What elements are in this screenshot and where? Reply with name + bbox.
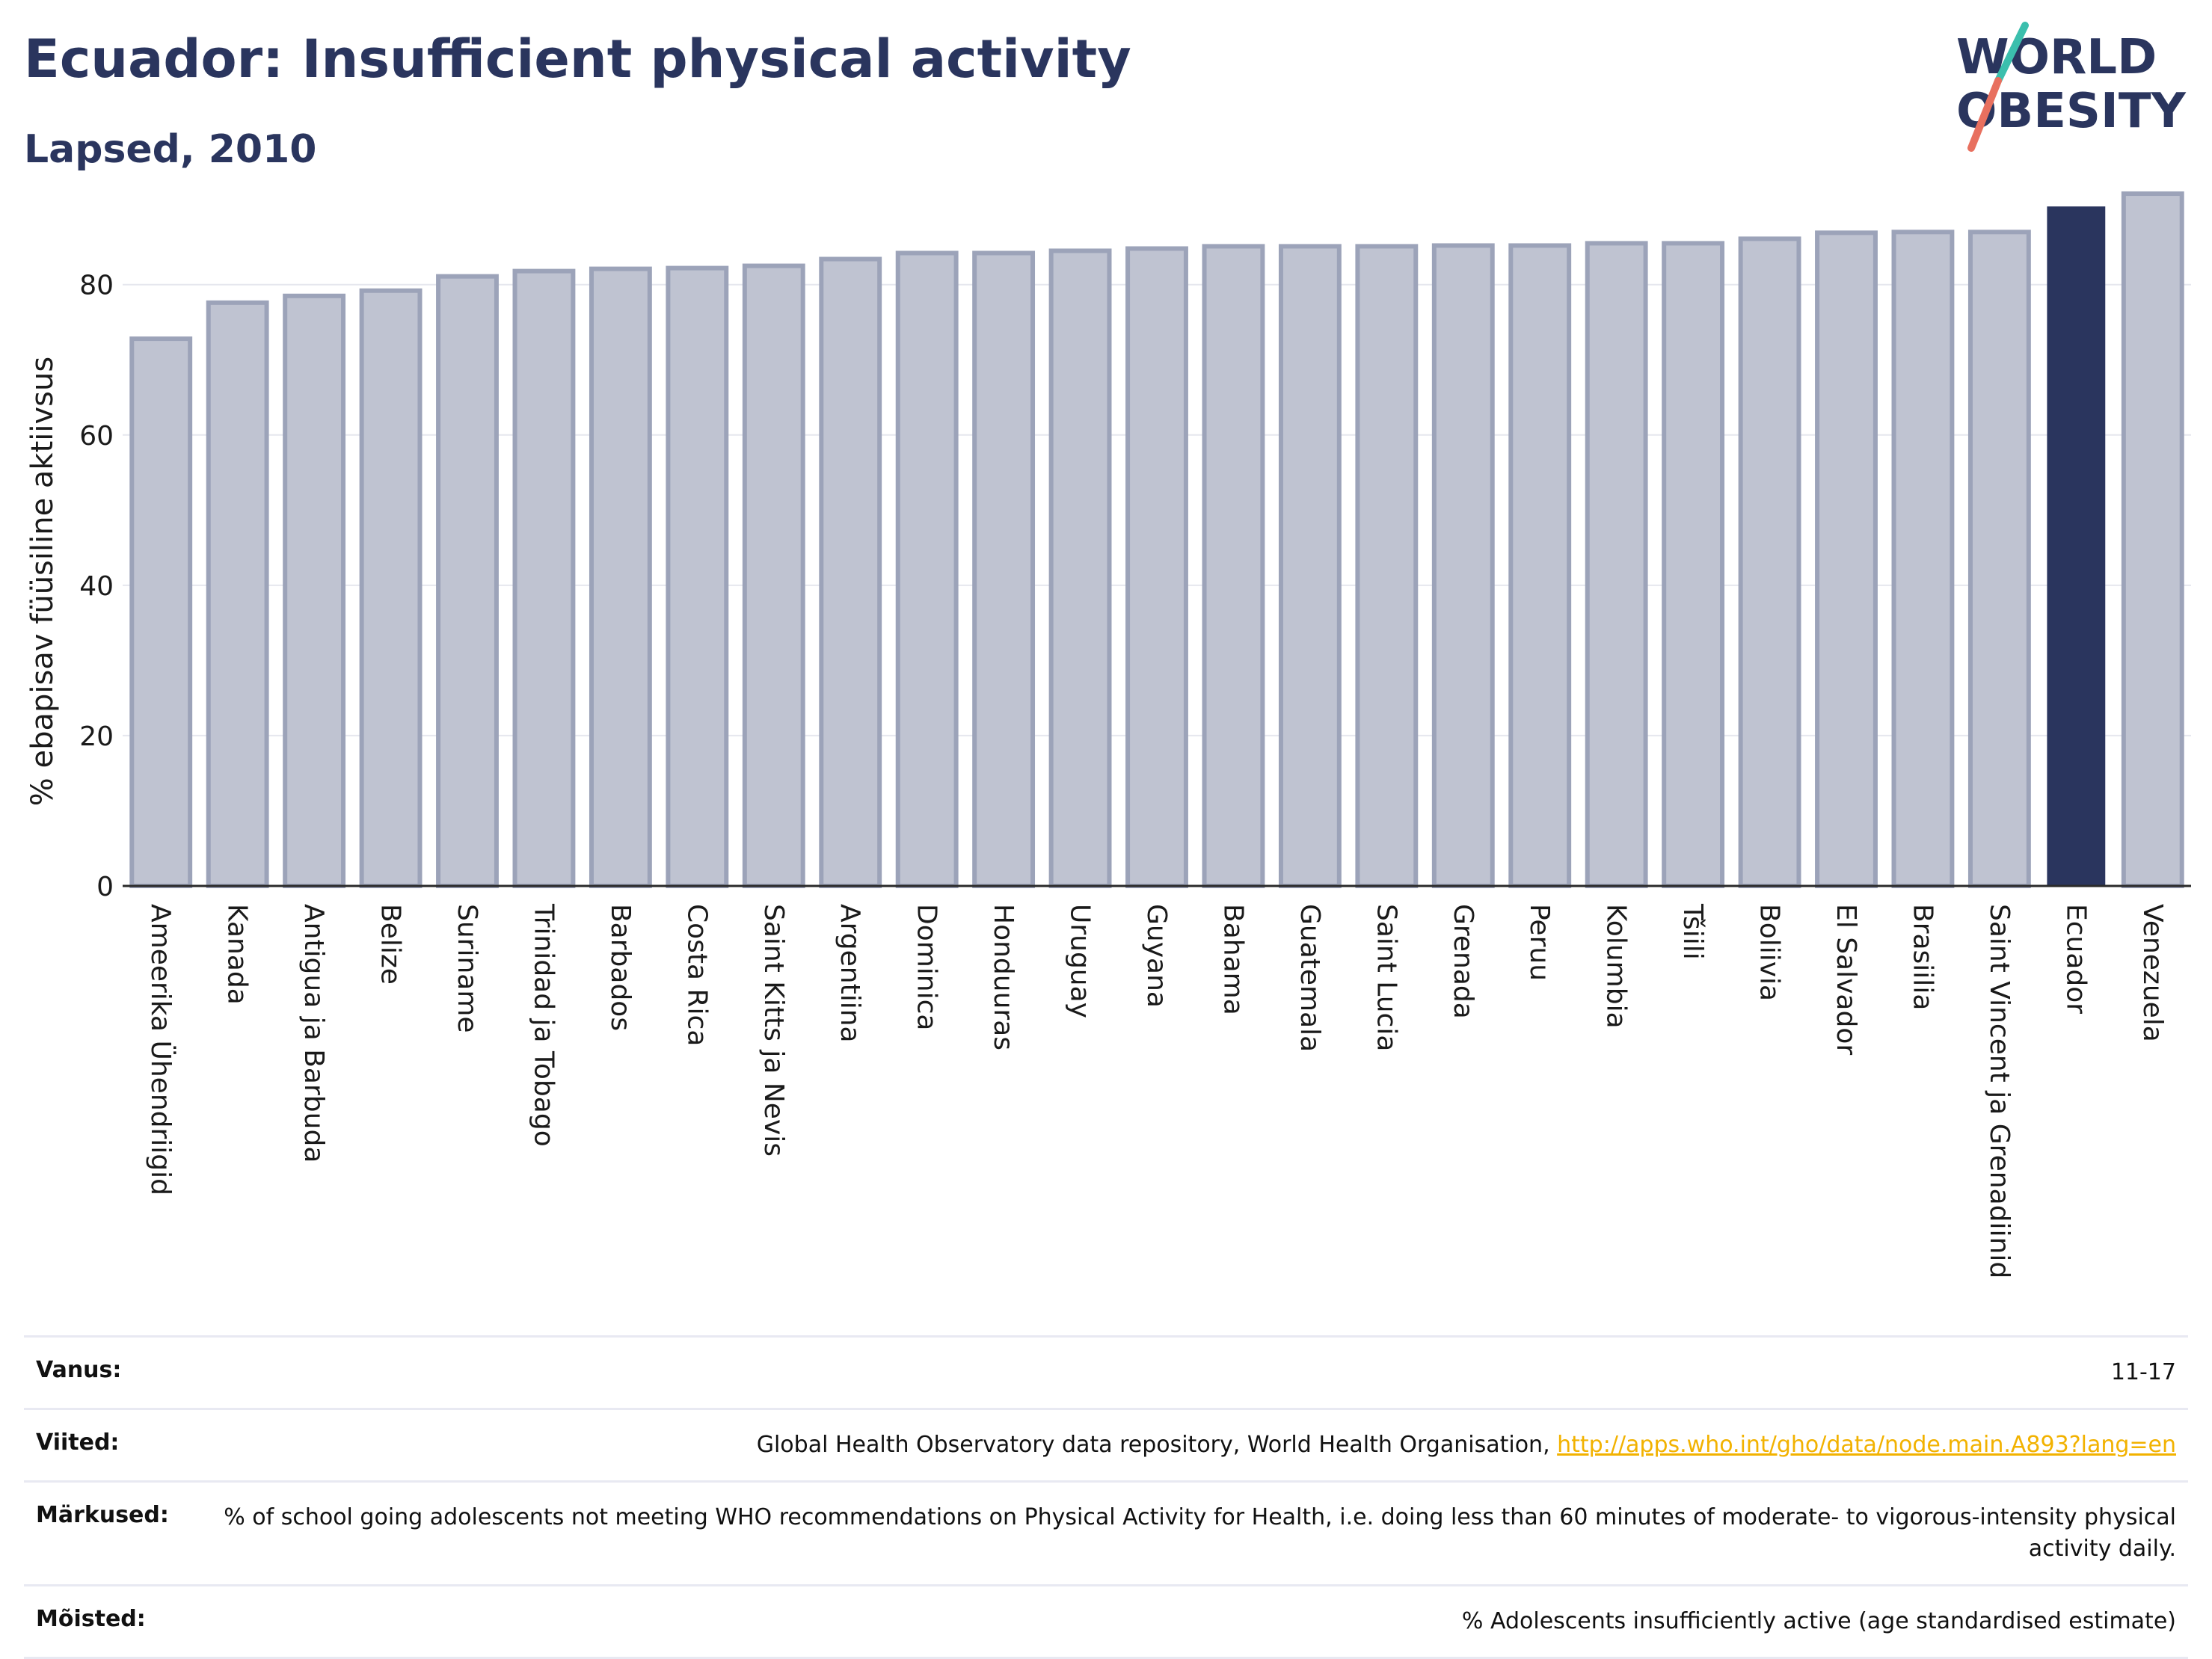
bar-argentiina[interactable] (819, 256, 882, 889)
bar-trinidad-ja-tobago[interactable] (512, 268, 576, 888)
bar-guatemala[interactable] (1278, 244, 1342, 888)
bar-costa-rica[interactable] (666, 265, 729, 889)
x-tick-label: Grenada (1448, 904, 1478, 1019)
info-label: Mõisted: (36, 1606, 146, 1632)
bar-kanada[interactable] (206, 300, 269, 888)
bar-ameerika-hendriigid[interactable] (129, 336, 193, 889)
info-label: Vanus: (36, 1357, 122, 1383)
bar-kolumbia[interactable] (1585, 241, 1648, 889)
page-subtitle: Lapsed, 2010 (24, 127, 317, 172)
bar-venezuela[interactable] (2121, 191, 2184, 888)
bar-boliivia[interactable] (1738, 236, 1801, 888)
x-tick-label: Trinidad ja Tobago (528, 903, 559, 1147)
bar-saint-kitts-ja-nevis[interactable] (742, 263, 805, 888)
bar-peruu[interactable] (1508, 243, 1572, 888)
bar-t-iili[interactable] (1662, 241, 1725, 889)
x-tick-label: Venezuela (2137, 904, 2168, 1042)
x-tick-label: Saint Lucia (1371, 904, 1401, 1051)
y-axis-ticks: 0 20 40 60 80 (79, 271, 114, 902)
bar-suriname[interactable] (436, 274, 499, 888)
x-tick-label: Peruu (1524, 904, 1555, 981)
reference-link[interactable]: http://apps.who.int/gho/data/node.main.A… (1557, 1432, 2176, 1458)
info-row-references: Viited: Global Health Observatory data r… (24, 1408, 2188, 1480)
bar-el-salvador[interactable] (1815, 230, 1878, 888)
chart-bars (129, 191, 2184, 889)
bar-guyana[interactable] (1125, 246, 1188, 888)
reference-text: Global Health Observatory data repositor… (756, 1432, 1558, 1458)
bar-uruguay[interactable] (1048, 248, 1112, 889)
world-obesity-logo: WORLD OBESITY (1956, 22, 2186, 152)
info-label: Viited: (36, 1429, 120, 1456)
x-tick-label: Costa Rica (681, 904, 712, 1046)
info-row-age: Vanus: 11-17 (24, 1335, 2188, 1408)
x-tick-label: Boliivia (1754, 904, 1785, 1001)
info-row-notes: Märkused: % of school going adolescents … (24, 1480, 2188, 1584)
x-tick-label: Saint Kitts ja Nevis (758, 904, 789, 1157)
y-tick-label: 60 (79, 421, 114, 452)
page-title: Ecuador: Insufficient physical activity (24, 28, 1131, 90)
bar-chart: 0 20 40 60 80 Ameerika Ühendriigid Kanada Anti… (25, 191, 2191, 1278)
x-axis-ticks: Ameerika Ühendriigid Kanada Antigua ja Bar… (145, 903, 2168, 1278)
bar-saint-vincent-ja-grenadiinid[interactable] (1967, 230, 2031, 888)
x-tick-label: Belize (375, 904, 406, 985)
y-tick-label: 20 (79, 721, 114, 752)
info-row-definitions: Mõisted: % Adolescents insufficiently ac… (24, 1584, 2188, 1659)
x-tick-label: Antigua ja Barbuda (298, 904, 329, 1163)
x-tick-label: Barbados (605, 904, 636, 1031)
x-tick-label: Suriname (452, 904, 482, 1033)
x-tick-label: Argentiina (835, 904, 865, 1043)
x-tick-label: Dominica (912, 904, 942, 1031)
x-tick-label: Guyana (1141, 904, 1172, 1008)
info-value: % of school going adolescents not meetin… (224, 1504, 2176, 1562)
info-label: Märkused: (36, 1502, 169, 1528)
x-tick-label: Kanada (222, 904, 253, 1005)
info-value: 11-17 (2110, 1359, 2176, 1385)
bar-grenada[interactable] (1431, 243, 1495, 888)
bar-bahama[interactable] (1202, 244, 1265, 888)
y-tick-label: 0 (96, 872, 114, 902)
info-table: Vanus: 11-17 Viited: Global Health Obser… (24, 1335, 2188, 1659)
x-tick-label: Ameerika Ühendriigid (145, 904, 176, 1195)
bar-belize[interactable] (359, 288, 423, 888)
x-tick-label: Ecuador (2060, 904, 2091, 1014)
x-tick-label: Guatemala (1294, 904, 1325, 1052)
x-tick-label: Bahama (1217, 904, 1248, 1015)
bar-brasiilia[interactable] (1891, 230, 1955, 888)
x-tick-label: Uruguay (1065, 904, 1096, 1018)
bar-honduuras[interactable] (972, 250, 1036, 888)
x-tick-label: Saint Vincent ja Grenadiinid (1984, 904, 2015, 1278)
x-tick-label: El Salvador (1831, 904, 1861, 1055)
x-tick-label: Tšiili (1677, 903, 1708, 960)
bar-antigua-ja-barbuda[interactable] (283, 293, 346, 889)
svg-text:WORLD: WORLD (1956, 30, 2157, 85)
info-value: % Adolescents insufficiently active (age… (1461, 1608, 2176, 1634)
y-tick-label: 40 (79, 571, 114, 602)
x-tick-label: Kolumbia (1601, 904, 1632, 1029)
bar-dominica[interactable] (895, 250, 959, 888)
info-value: Global Health Observatory data repositor… (757, 1429, 2176, 1461)
y-axis-label: % ebapisav füüsiline aktiivsus (25, 357, 60, 806)
y-tick-label: 80 (79, 271, 114, 301)
x-tick-label: Honduuras (988, 904, 1019, 1050)
x-tick-label: Brasiilia (1907, 904, 1938, 1010)
bar-ecuador[interactable] (2047, 206, 2106, 886)
bar-barbados[interactable] (589, 266, 652, 889)
bar-saint-lucia[interactable] (1355, 244, 1419, 888)
